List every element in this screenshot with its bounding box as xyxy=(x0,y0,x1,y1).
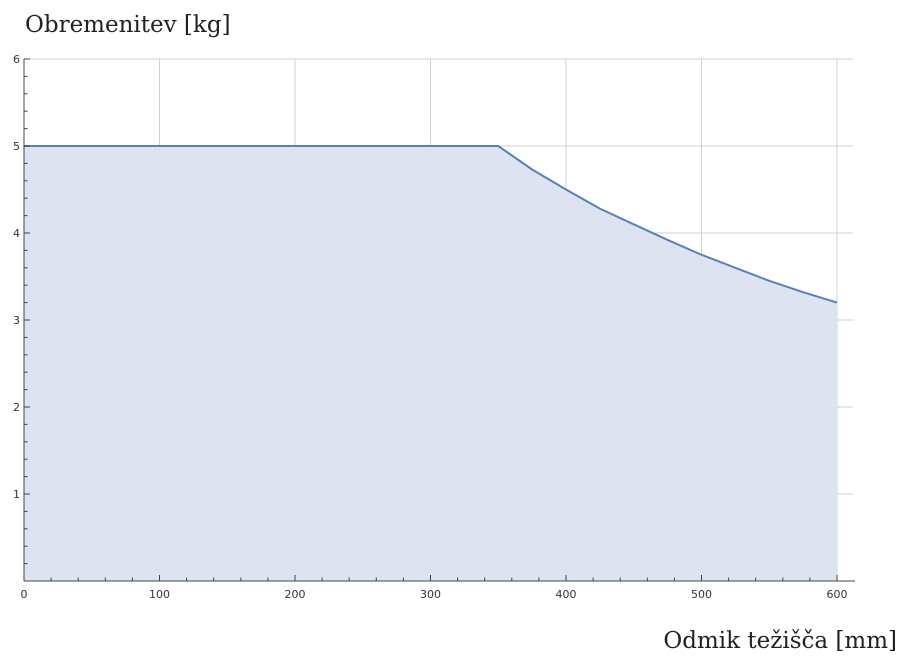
y-tick-label: 5 xyxy=(13,140,20,153)
y-tick-label: 6 xyxy=(13,53,20,66)
x-tick-label: 200 xyxy=(285,588,306,601)
x-tick-label: 300 xyxy=(420,588,441,601)
y-tick-label: 1 xyxy=(13,488,20,501)
x-tick-label: 600 xyxy=(827,588,848,601)
tick-group: 0 100 200 300 400 500 600 1 2 3 4 5 6 xyxy=(13,53,848,601)
y-tick-label: 2 xyxy=(13,401,20,414)
y-tick-label: 4 xyxy=(13,227,20,240)
series-line xyxy=(24,145,838,304)
x-tick-label: 500 xyxy=(691,588,712,601)
area-fill-group xyxy=(24,145,838,581)
x-tick-label: 0 xyxy=(21,588,28,601)
area-fill xyxy=(24,146,837,581)
x-tick-label: 400 xyxy=(556,588,577,601)
x-tick-label: 100 xyxy=(149,588,170,601)
y-tick-label: 3 xyxy=(13,314,20,327)
y-axis-title: Obremenitev [kg] xyxy=(25,12,231,38)
x-axis-title: Odmik težišča [mm] xyxy=(663,628,897,654)
